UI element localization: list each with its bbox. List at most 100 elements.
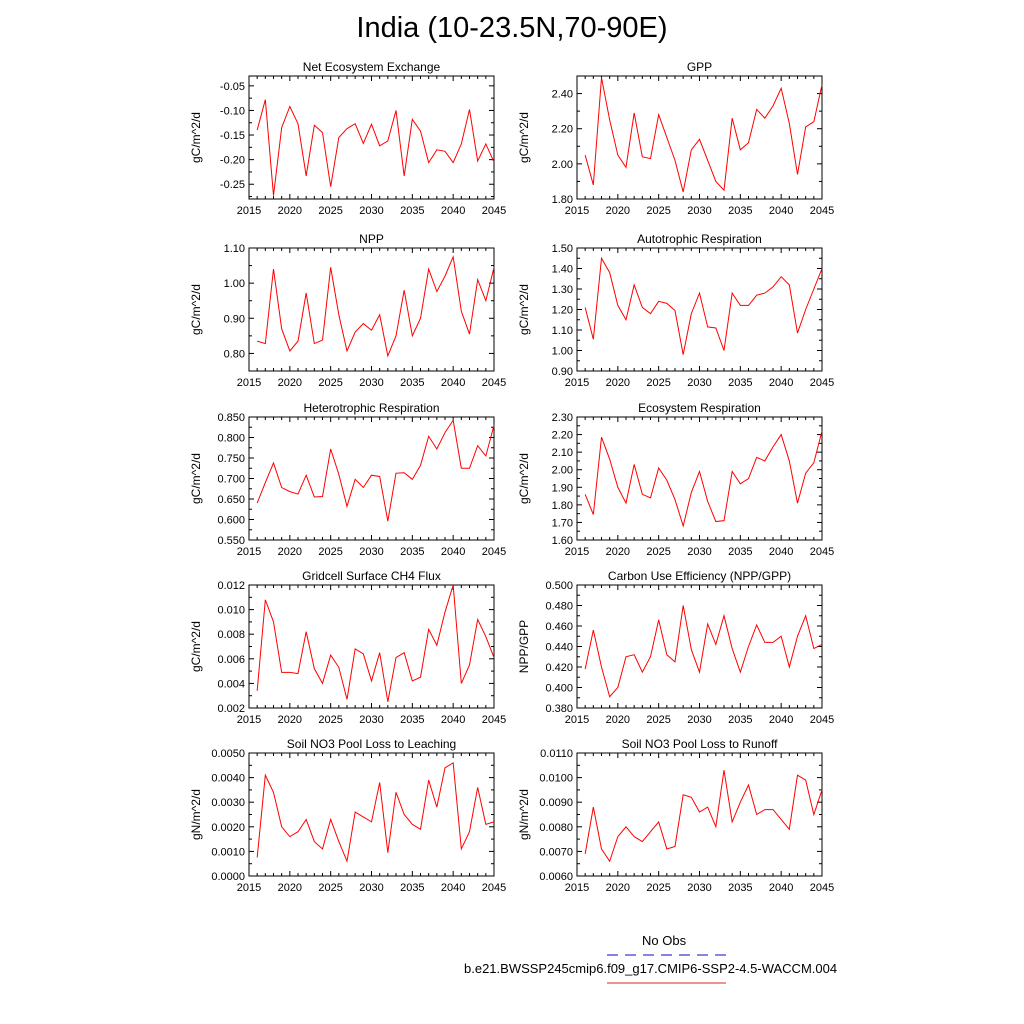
panel-4: Autotrophic Respiration gC/m^2/d 2015 2020 2… bbox=[517, 232, 834, 389]
panel-10-xtick-label: 2035 bbox=[728, 882, 752, 894]
panel-1-xtick-label: 2020 bbox=[278, 205, 302, 217]
panel-8-xtick-label: 2030 bbox=[687, 714, 711, 726]
panel-7-frame bbox=[248, 584, 495, 709]
panel-3-ytick-label: 0.90 bbox=[224, 313, 245, 325]
panel-1-title: Net Ecosystem Exchange bbox=[303, 60, 441, 74]
panel-4-title: Autotrophic Respiration bbox=[637, 232, 762, 246]
panel-7-title: Gridcell Surface CH4 Flux bbox=[302, 569, 441, 583]
panel-9-frame bbox=[248, 752, 495, 877]
panel-7-ytick-label: 0.012 bbox=[217, 580, 245, 592]
panel-10-ytick-label: 0.0060 bbox=[539, 871, 573, 883]
panel-8-xtick-label: 2035 bbox=[728, 714, 752, 726]
panel-2-series-line bbox=[584, 77, 823, 193]
panel-6-xtick-label: 2020 bbox=[606, 546, 630, 558]
panel-3-ytick-label: 1.10 bbox=[224, 243, 245, 255]
panel-9-xtick-label: 2015 bbox=[237, 882, 261, 894]
panel-8-frame bbox=[576, 584, 823, 709]
panel-9-xtick-label: 2045 bbox=[482, 882, 506, 894]
panel-10: Soil NO3 Pool Loss to Runoff gN/m^2/d 2015… bbox=[517, 737, 834, 894]
panel-6-ytick-label: 1.60 bbox=[552, 535, 573, 547]
panel-9-xtick-label: 2030 bbox=[359, 882, 383, 894]
panel-9-ytick-label: 0.0030 bbox=[211, 797, 245, 809]
panel-3-frame bbox=[248, 247, 495, 372]
panel-8-ytick-label: 0.400 bbox=[545, 683, 573, 695]
panel-5-series-line bbox=[256, 418, 495, 522]
panel-1-frame bbox=[248, 75, 495, 200]
panel-7-xtick-label: 2030 bbox=[359, 714, 383, 726]
panel-1-ytick-label: -0.05 bbox=[220, 81, 245, 93]
panel-2-xtick-label: 2025 bbox=[646, 205, 670, 217]
panel-5-xtick-label: 2030 bbox=[359, 546, 383, 558]
panel-5-frame bbox=[248, 416, 495, 541]
panel-10-ytick-label: 0.0080 bbox=[539, 822, 573, 834]
panel-10-xtick-label: 2020 bbox=[606, 882, 630, 894]
panel-7-ylabel: gC/m^2/d bbox=[189, 621, 203, 672]
panel-4-ytick-label: 1.00 bbox=[552, 346, 573, 358]
panel-5-xtick-label: 2015 bbox=[237, 546, 261, 558]
panel-4-ytick-label: 1.20 bbox=[552, 305, 573, 317]
panel-7-ytick-label: 0.008 bbox=[217, 629, 245, 641]
panel-5-ytick-label: 0.750 bbox=[217, 453, 245, 465]
panel-4-xtick-label: 2045 bbox=[810, 377, 834, 389]
panel-7: Gridcell Surface CH4 Flux gC/m^2/d 2015 202… bbox=[189, 569, 506, 726]
panel-1-xtick-label: 2030 bbox=[359, 205, 383, 217]
panel-5-xtick-label: 2025 bbox=[318, 546, 342, 558]
panel-1-xtick-label: 2025 bbox=[318, 205, 342, 217]
panel-8-ytick-label: 0.480 bbox=[545, 601, 573, 613]
panel-6-title: Ecosystem Respiration bbox=[638, 401, 761, 415]
panel-9-ytick-label: 0.0010 bbox=[211, 846, 245, 858]
panel-6-ytick-label: 2.20 bbox=[552, 430, 573, 442]
panel-3-title: NPP bbox=[359, 232, 384, 246]
panel-3-xtick-label: 2030 bbox=[359, 377, 383, 389]
panel-4-ytick-label: 1.40 bbox=[552, 264, 573, 276]
panel-1-ytick-label: -0.25 bbox=[220, 179, 245, 191]
panel-4-ytick-label: 1.50 bbox=[552, 243, 573, 255]
panel-4-frame bbox=[576, 247, 823, 372]
panel-2-ytick-label: 2.00 bbox=[552, 159, 573, 171]
panel-10-xtick-label: 2040 bbox=[769, 882, 793, 894]
panel-1-series-line bbox=[256, 99, 495, 196]
panel-6-ytick-label: 2.30 bbox=[552, 412, 573, 424]
panel-9: Soil NO3 Pool Loss to Leaching gN/m^2/d 20… bbox=[189, 737, 506, 894]
panel-3-xtick-label: 2040 bbox=[441, 377, 465, 389]
panel-2-title: GPP bbox=[687, 60, 712, 74]
panel-1-xtick-label: 2015 bbox=[237, 205, 261, 217]
panel-8-xtick-label: 2045 bbox=[810, 714, 834, 726]
panel-7-ytick-label: 0.006 bbox=[217, 654, 245, 666]
panel-10-ytick-label: 0.0110 bbox=[540, 748, 573, 760]
panel-6-frame bbox=[576, 416, 823, 541]
panel-10-ytick-label: 0.0090 bbox=[539, 797, 573, 809]
panel-6-ytick-label: 1.90 bbox=[552, 482, 573, 494]
panel-5: Heterotrophic Respiration gC/m^2/d 2015 202… bbox=[189, 401, 506, 558]
panel-5-ytick-label: 0.650 bbox=[217, 494, 245, 506]
panel-10-frame bbox=[576, 752, 823, 877]
panel-8-ytick-label: 0.420 bbox=[545, 662, 573, 674]
panel-1: Net Ecosystem Exchange gC/m^2/d 2015 2020 20… bbox=[189, 60, 506, 217]
panel-10-ytick-label: 0.0070 bbox=[539, 846, 573, 858]
page-title: India (10-23.5N,70-90E) bbox=[356, 12, 668, 44]
panel-4-ytick-label: 1.30 bbox=[552, 284, 573, 296]
panel-10-series-line bbox=[584, 770, 823, 863]
panel-3-ytick-label: 0.80 bbox=[224, 348, 245, 360]
panel-10-xtick-label: 2030 bbox=[687, 882, 711, 894]
panel-5-xtick-label: 2045 bbox=[482, 546, 506, 558]
panel-2-xtick-label: 2045 bbox=[810, 205, 834, 217]
panel-3-series-line bbox=[257, 254, 495, 358]
panel-5-ytick-label: 0.850 bbox=[217, 412, 245, 424]
panel-6-ylabel: gC/m^2/d bbox=[517, 453, 531, 504]
panel-4-ytick-label: 1.10 bbox=[552, 325, 573, 337]
panel-1-ytick-label: -0.10 bbox=[220, 105, 245, 117]
panel-9-ytick-label: 0.0040 bbox=[211, 773, 245, 785]
panel-2-xtick-label: 2020 bbox=[606, 205, 630, 217]
panel-8-xtick-label: 2015 bbox=[565, 714, 589, 726]
panel-8: Carbon Use Efficiency (NPP/GPP) NPP/GPP 20… bbox=[517, 569, 834, 726]
panel-1-ytick-label: -0.15 bbox=[220, 130, 245, 142]
panel-8-xtick-label: 2040 bbox=[769, 714, 793, 726]
panel-8-ytick-label: 0.440 bbox=[545, 642, 573, 654]
panel-7-series-line bbox=[256, 584, 495, 702]
panel-2-xtick-label: 2030 bbox=[687, 205, 711, 217]
panel-5-ylabel: gC/m^2/d bbox=[189, 453, 203, 504]
panel-2-ylabel: gC/m^2/d bbox=[517, 112, 531, 163]
panel-7-ytick-label: 0.002 bbox=[217, 703, 245, 715]
